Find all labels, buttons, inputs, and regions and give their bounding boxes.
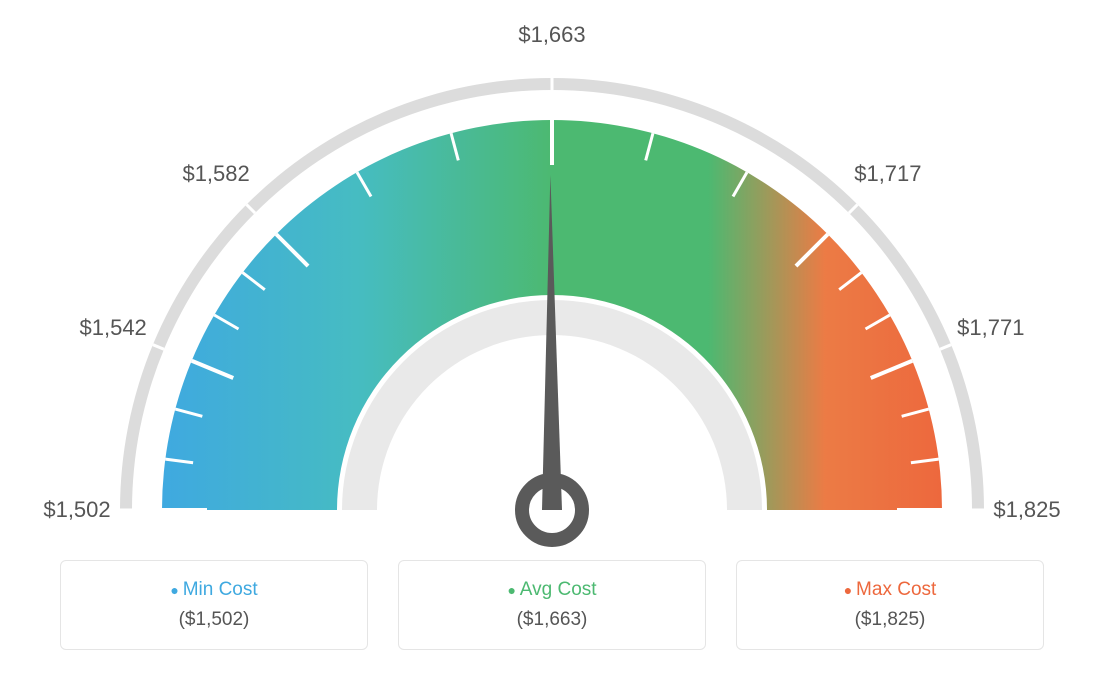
legend-min-label: Min Cost [71,579,357,601]
legend-min-value: ($1,502) [71,609,357,631]
legend-avg-card: Avg Cost ($1,663) [398,560,706,650]
legend-max-card: Max Cost ($1,825) [736,560,1044,650]
gauge-tick-label: $1,502 [43,497,110,523]
gauge-tick-label: $1,582 [182,161,249,187]
gauge-chart: $1,502 $1,542 $1,582 $1,663 $1,717 $1,771 $1,8… [0,0,1104,560]
gauge-tick-label: $1,771 [957,315,1024,341]
legend-max-label: Max Cost [747,579,1033,601]
gauge-tick-label: $1,663 [518,22,585,48]
gauge-svg [0,0,1104,560]
legend-max-value: ($1,825) [747,609,1033,631]
legend-avg-label: Avg Cost [409,579,695,601]
gauge-tick-label: $1,825 [993,497,1060,523]
gauge-tick-label: $1,717 [854,161,921,187]
legend-avg-value: ($1,663) [409,609,695,631]
gauge-tick-label: $1,542 [80,315,147,341]
legend-min-card: Min Cost ($1,502) [60,560,368,650]
legend-row: Min Cost ($1,502) Avg Cost ($1,663) Max … [60,560,1044,650]
